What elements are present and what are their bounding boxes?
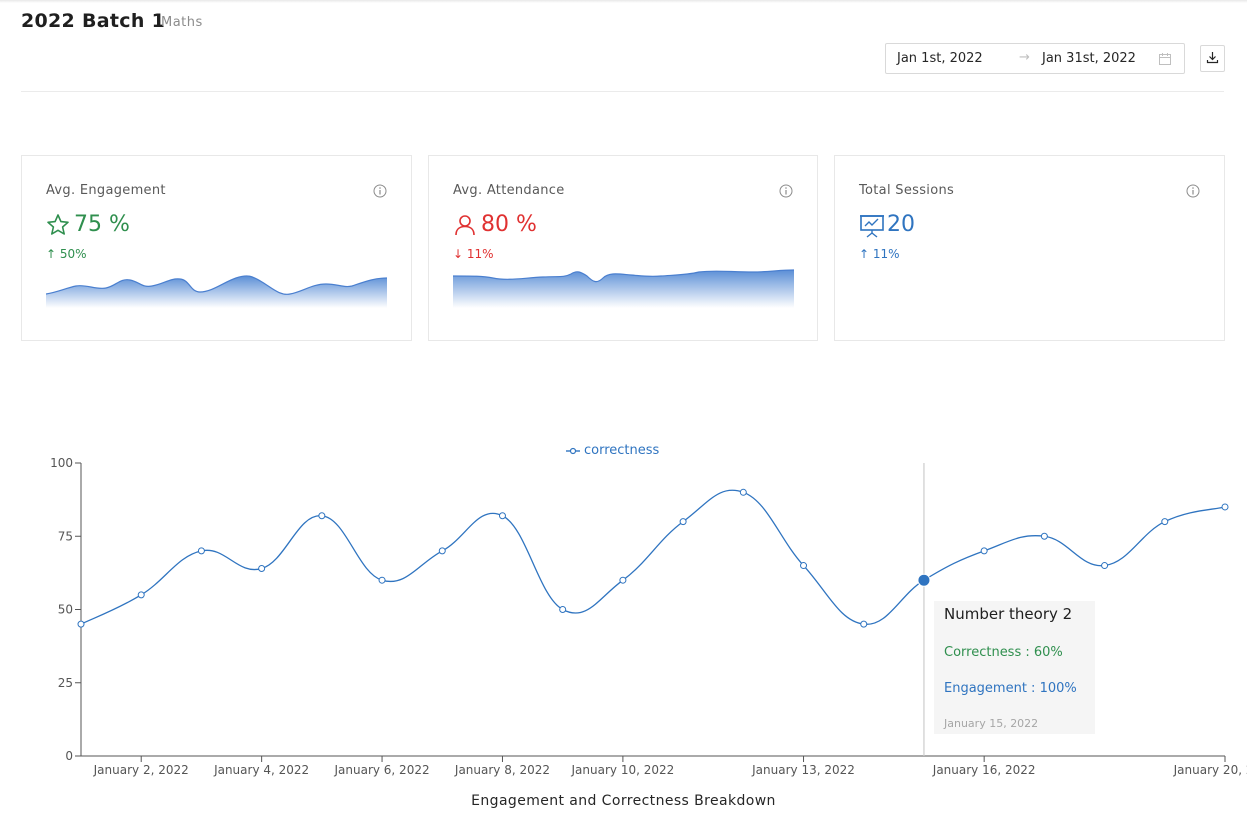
header-divider <box>21 91 1224 92</box>
y-tick-label: 50 <box>58 603 73 617</box>
legend-label: correctness <box>584 443 660 458</box>
card-delta: ↑ 50% <box>46 247 87 261</box>
legend-marker-icon <box>566 447 580 454</box>
tooltip-correctness: Correctness : 60% <box>944 645 1063 660</box>
user-icon <box>453 213 477 241</box>
engagement-sparkline <box>46 275 387 308</box>
data-point <box>438 547 446 555</box>
attendance-sparkline <box>453 269 794 308</box>
card-label: Avg. Attendance <box>453 183 565 198</box>
data-point <box>318 512 326 520</box>
data-point <box>1221 503 1229 511</box>
data-point <box>1101 562 1109 570</box>
data-point <box>77 620 85 628</box>
card-value: 80 % <box>481 212 537 237</box>
data-point <box>679 518 687 526</box>
correctness-series-line <box>80 489 1226 625</box>
x-tick-label: January 4, 2022 <box>213 763 309 777</box>
download-icon <box>1206 49 1219 68</box>
tooltip-engagement: Engagement : 100% <box>944 681 1077 696</box>
x-tick-label: January 8, 2022 <box>454 763 550 777</box>
data-point <box>197 547 205 555</box>
page-title: 2022 Batch 1 <box>21 10 166 32</box>
chart-tooltip: Number theory 2 Correctness : 60% Engage… <box>934 601 1095 734</box>
range-arrow-icon: → <box>1019 50 1030 65</box>
presentation-icon <box>859 213 885 243</box>
engagement-card: Avg. Engagement 75 % ↑ 50% <box>21 155 412 341</box>
x-tick-label: January 2, 2022 <box>93 763 189 777</box>
data-point <box>800 562 808 570</box>
info-icon[interactable] <box>779 183 793 202</box>
page-subtitle: Maths <box>161 15 203 30</box>
info-icon[interactable] <box>373 183 387 202</box>
data-point <box>258 564 266 572</box>
data-point <box>559 606 567 613</box>
tooltip-date: January 15, 2022 <box>944 717 1039 730</box>
date-end-input[interactable]: Jan 31st, 2022 <box>1042 51 1136 66</box>
data-point <box>137 591 145 599</box>
card-label: Avg. Engagement <box>46 183 166 198</box>
data-point <box>860 620 868 628</box>
x-tick-label: January 20, 2022 <box>1173 763 1247 777</box>
date-start-input[interactable]: Jan 1st, 2022 <box>897 51 983 66</box>
chart-title: Engagement and Correctness Breakdown <box>471 793 776 809</box>
data-point <box>619 576 627 584</box>
x-tick-label: January 13, 2022 <box>751 763 855 777</box>
date-range-picker[interactable]: Jan 1st, 2022 → Jan 31st, 2022 <box>885 43 1185 74</box>
y-tick-label: 75 <box>58 529 73 543</box>
card-value: 75 % <box>74 212 130 237</box>
data-point <box>739 488 747 496</box>
card-label: Total Sessions <box>859 183 955 198</box>
star-icon <box>46 213 70 241</box>
sessions-card: Total Sessions 20 ↑ 11% <box>834 155 1225 341</box>
highlighted-point <box>917 573 931 587</box>
data-point <box>980 547 988 555</box>
top-shadow <box>0 0 1247 3</box>
data-point <box>498 512 506 520</box>
y-tick-label: 0 <box>65 749 73 763</box>
chart-legend[interactable]: correctness <box>566 443 659 458</box>
x-tick-label: January 10, 2022 <box>571 763 675 777</box>
y-tick-label: 25 <box>58 676 73 690</box>
card-value: 20 <box>887 212 915 237</box>
data-point <box>1161 518 1169 526</box>
x-tick-label: January 16, 2022 <box>932 763 1036 777</box>
card-delta: ↓ 11% <box>453 247 494 261</box>
download-button[interactable] <box>1200 45 1225 72</box>
card-delta: ↑ 11% <box>859 247 900 261</box>
attendance-card: Avg. Attendance 80 % ↓ 11% <box>428 155 818 341</box>
x-tick-label: January 6, 2022 <box>333 763 429 777</box>
y-tick-label: 100 <box>50 456 73 470</box>
tooltip-title: Number theory 2 <box>944 605 1073 623</box>
correctness-line-chart[interactable]: 0 25 50 75 100 January 2, 2022 January 4, 2022… <box>0 430 1247 790</box>
data-point <box>378 576 386 584</box>
calendar-icon[interactable] <box>1158 51 1172 70</box>
data-point <box>1040 532 1048 540</box>
info-icon[interactable] <box>1186 183 1200 202</box>
